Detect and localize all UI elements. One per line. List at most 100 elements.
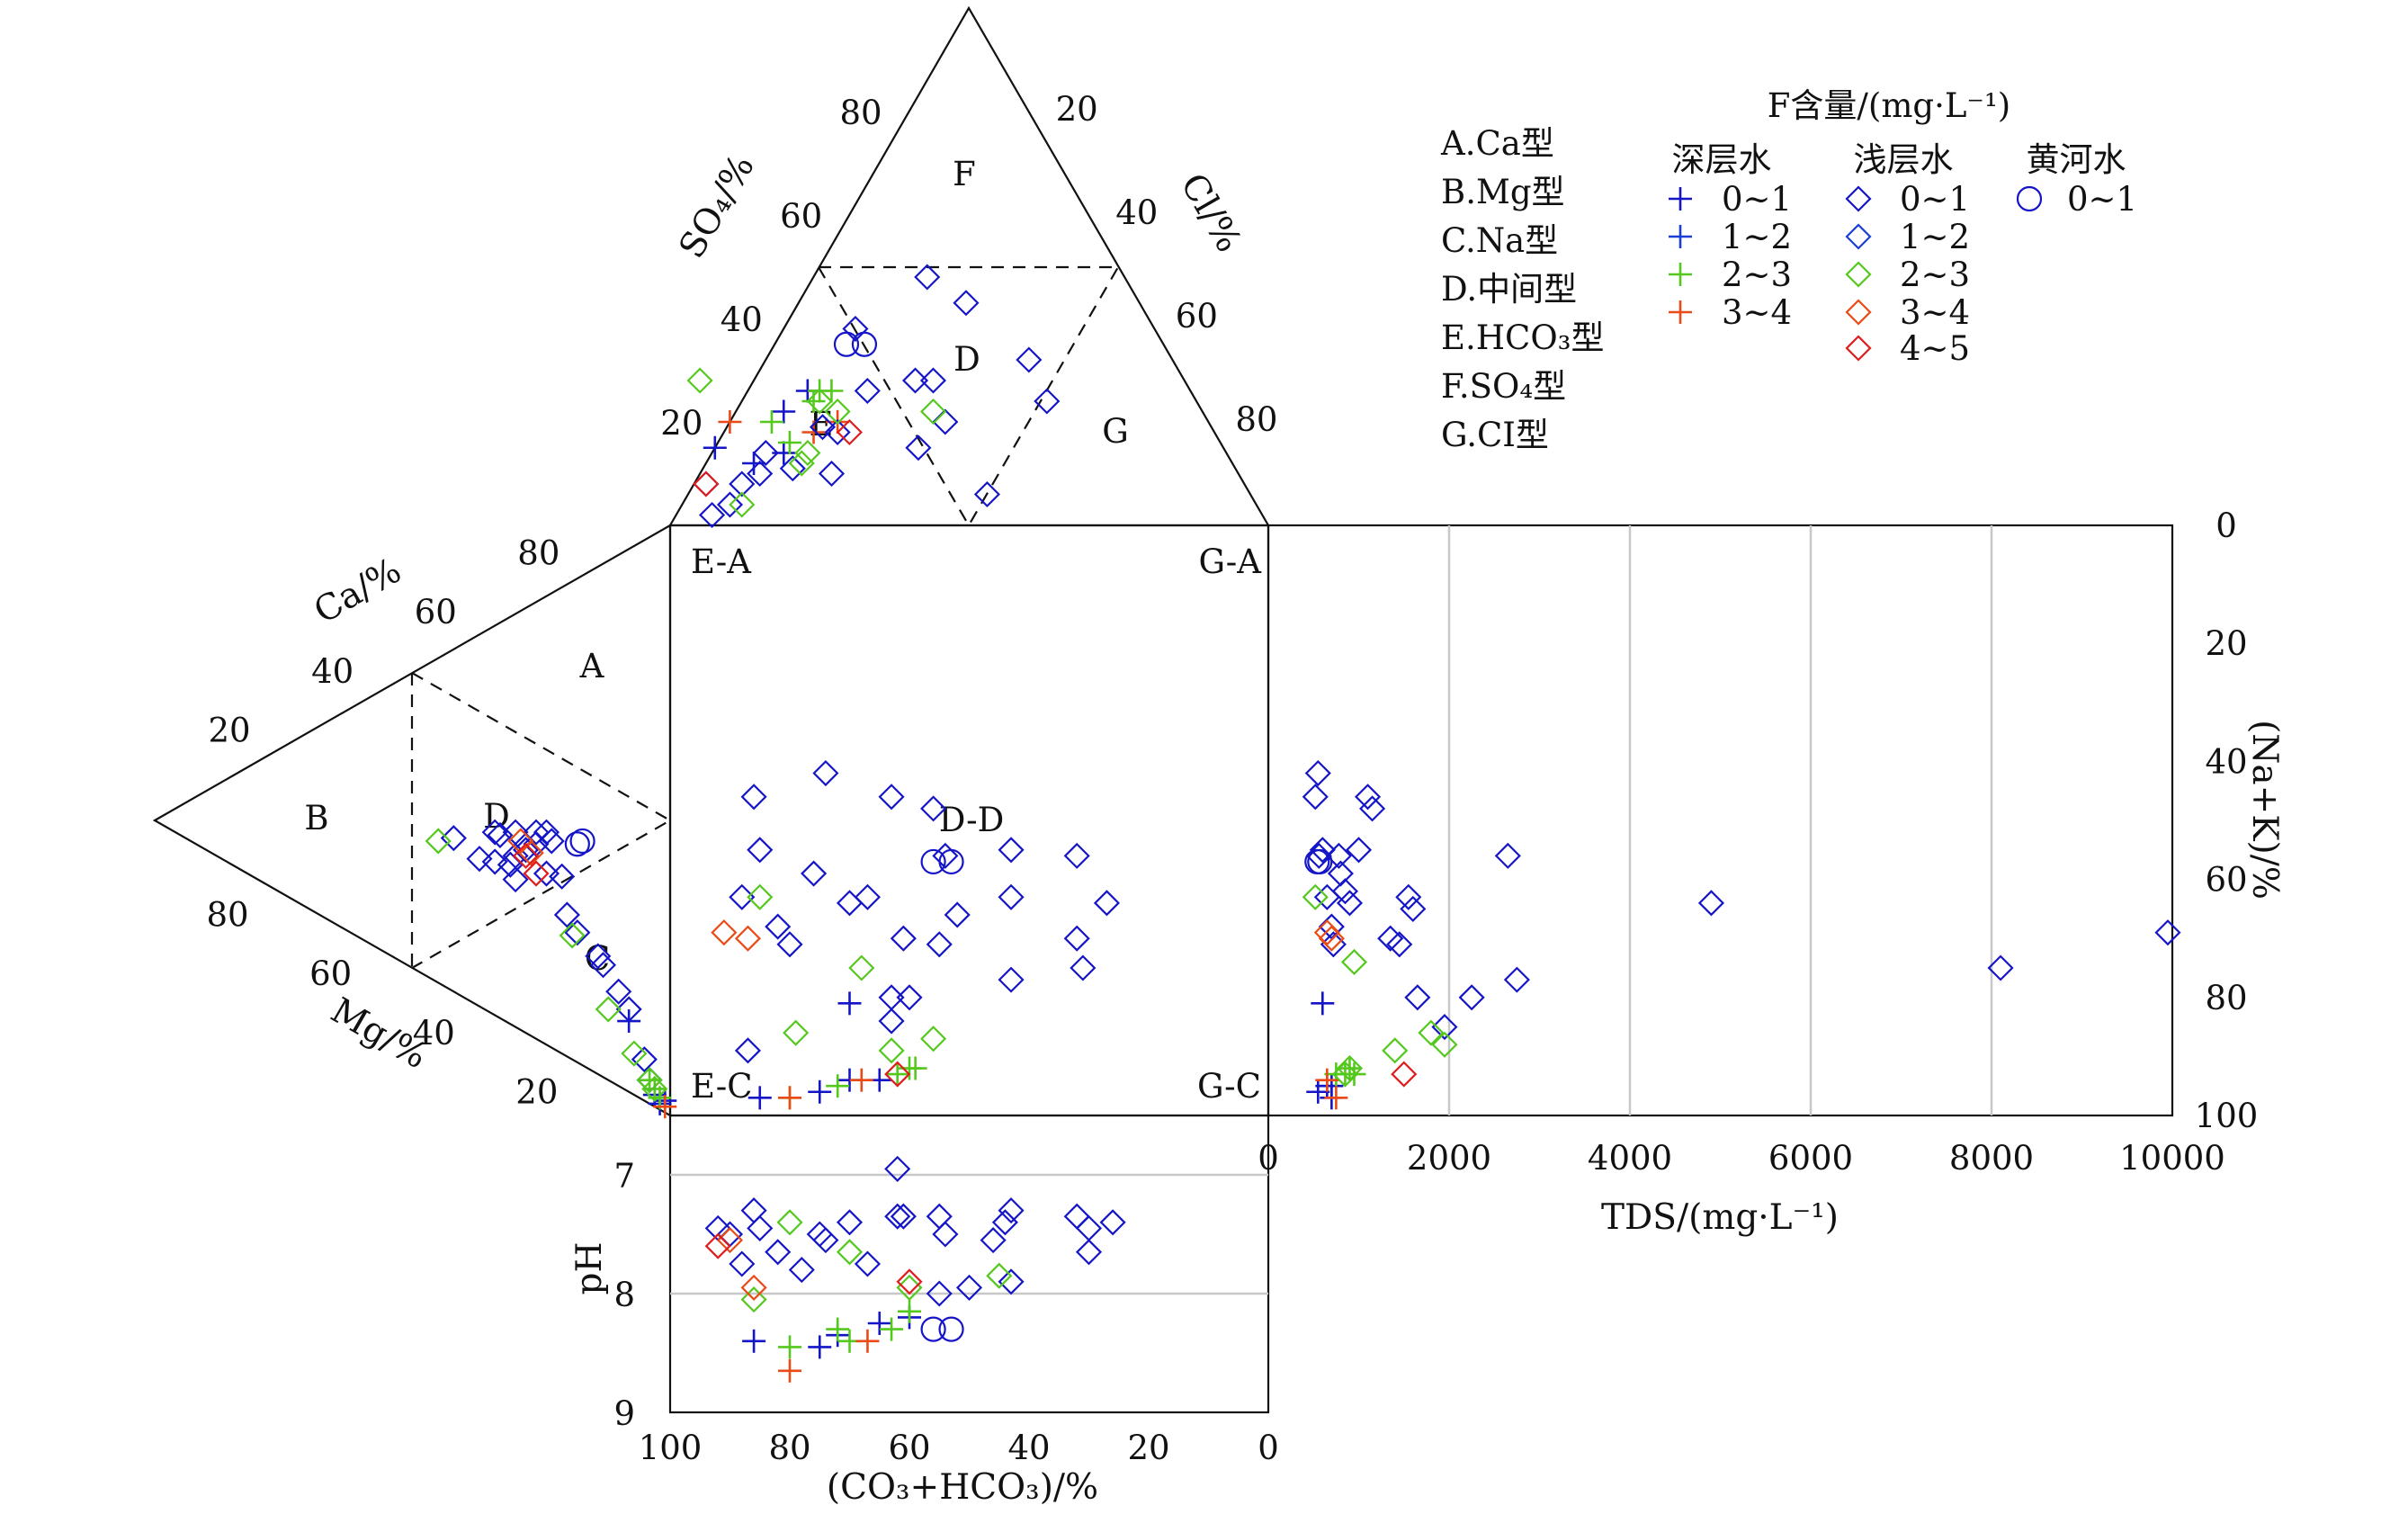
cation-point bbox=[425, 828, 452, 855]
anion-point bbox=[806, 388, 833, 415]
tds-point bbox=[1302, 883, 1329, 910]
anion-point bbox=[703, 435, 727, 460]
diamond-point bbox=[747, 837, 774, 864]
legend-label: 3~4 bbox=[1722, 293, 1792, 332]
cation-point bbox=[513, 842, 540, 869]
tds-point bbox=[1331, 878, 1358, 905]
tds-point bbox=[1311, 991, 1335, 1016]
cation-point bbox=[559, 922, 586, 949]
diamond-point bbox=[885, 1062, 909, 1087]
tds-point bbox=[1354, 784, 1382, 811]
ph-point bbox=[740, 1286, 767, 1313]
anion-point bbox=[772, 441, 796, 465]
anion-so4-tick: 20 bbox=[660, 404, 703, 443]
cation-mg-axis-title: Mg/% bbox=[324, 990, 434, 1078]
cation-point bbox=[523, 860, 550, 887]
diamond-point bbox=[765, 913, 792, 940]
tds-point bbox=[1431, 1031, 1458, 1058]
legend-label: 0~1 bbox=[1722, 180, 1792, 219]
anion-point bbox=[686, 367, 713, 394]
diamond-point bbox=[884, 1061, 911, 1088]
anion-point bbox=[824, 398, 851, 426]
tds-point bbox=[1404, 984, 1431, 1011]
diamond-point bbox=[849, 1068, 873, 1092]
anion-so4-tick: 40 bbox=[721, 300, 763, 339]
diamond-point bbox=[920, 795, 947, 822]
cation-mg-tick: 20 bbox=[515, 1072, 558, 1111]
legend-marker bbox=[1845, 335, 1872, 362]
diamond-point bbox=[734, 1037, 762, 1064]
ph-point bbox=[991, 1209, 1018, 1236]
anion-point bbox=[842, 315, 869, 343]
tds-point bbox=[1345, 837, 1373, 864]
diamond-point bbox=[740, 784, 767, 811]
ph-point bbox=[716, 1227, 744, 1254]
zone-label-D-anion: D bbox=[953, 340, 980, 379]
cation-point bbox=[569, 828, 595, 855]
na-k-y-tick: 0 bbox=[2216, 506, 2237, 545]
na-k-y-tick: 40 bbox=[2205, 742, 2247, 781]
fluoride-legend-title: F含量/(mg·L⁻¹) bbox=[1768, 86, 2010, 125]
cation-point bbox=[636, 1067, 663, 1094]
ph-point bbox=[778, 1335, 801, 1359]
legend-group-deep: 深层水 bbox=[1672, 140, 1772, 179]
zone-label-A: A bbox=[579, 647, 605, 685]
tds-point bbox=[1987, 954, 2014, 981]
zone-label-B: B bbox=[304, 799, 328, 838]
anion-cl-axis-title: Cl/% bbox=[1172, 166, 1249, 259]
ph-point bbox=[955, 1274, 983, 1301]
diamond-point bbox=[808, 1080, 832, 1104]
tds-point bbox=[1431, 1014, 1458, 1041]
diamond-point bbox=[878, 1037, 905, 1064]
carbonate-x-tick: 80 bbox=[768, 1429, 810, 1467]
diamond-point bbox=[711, 919, 738, 946]
cation-point bbox=[538, 828, 565, 855]
ph-point bbox=[896, 1274, 923, 1301]
tds-x-tick: 8000 bbox=[1949, 1139, 2034, 1178]
tds-point bbox=[1359, 795, 1386, 822]
cation-point bbox=[549, 863, 576, 890]
type-legend-item: B.Mg型 bbox=[1441, 173, 1565, 211]
ph-point bbox=[765, 1239, 792, 1266]
legend-marker bbox=[1845, 223, 1872, 250]
ph-point bbox=[920, 1316, 946, 1342]
carbonate-x-tick: 0 bbox=[1258, 1429, 1279, 1467]
cation-point bbox=[481, 848, 508, 875]
ph-plot-frame bbox=[668, 1114, 1270, 1414]
tds-point bbox=[1418, 1019, 1445, 1046]
tds-point bbox=[1458, 984, 1485, 1011]
anion-zone-boundary bbox=[818, 266, 1119, 528]
tds-point bbox=[1318, 925, 1345, 952]
anion-point bbox=[1034, 388, 1061, 415]
ph-point bbox=[1075, 1239, 1103, 1266]
tds-point bbox=[1306, 1080, 1330, 1104]
ph-point bbox=[998, 1197, 1025, 1224]
zone-label-F: F bbox=[953, 155, 976, 193]
diamond-point bbox=[944, 901, 971, 928]
ph-point bbox=[836, 1209, 864, 1236]
anion-point bbox=[833, 331, 860, 357]
tds-point bbox=[1325, 842, 1352, 869]
ph-point bbox=[855, 1329, 880, 1353]
tds-point bbox=[1503, 966, 1530, 993]
diamond-point bbox=[854, 883, 882, 910]
anion-point bbox=[747, 460, 774, 488]
diamond-point bbox=[878, 984, 905, 1011]
ph-point bbox=[747, 1214, 774, 1241]
zone-label-EA: E-A bbox=[691, 542, 752, 581]
type-legend-item: G.CI型 bbox=[1441, 416, 1549, 454]
tds-x-tick: 10000 bbox=[2119, 1139, 2225, 1178]
tds-x-tick: 0 bbox=[1258, 1139, 1279, 1178]
legend-marker bbox=[1669, 187, 1692, 211]
anion-point bbox=[919, 398, 947, 426]
cation-point bbox=[523, 819, 550, 846]
tds-x-tick: 2000 bbox=[1407, 1139, 1491, 1178]
na-k-y-tick: 80 bbox=[2205, 979, 2247, 1017]
anion-point bbox=[759, 410, 783, 434]
cation-mg-tick: 60 bbox=[309, 954, 352, 993]
ph-axis-title: pH bbox=[569, 1242, 610, 1295]
ph-point bbox=[729, 1250, 756, 1277]
diamond-point bbox=[801, 860, 828, 887]
legend-label: 4~5 bbox=[1900, 329, 1970, 368]
